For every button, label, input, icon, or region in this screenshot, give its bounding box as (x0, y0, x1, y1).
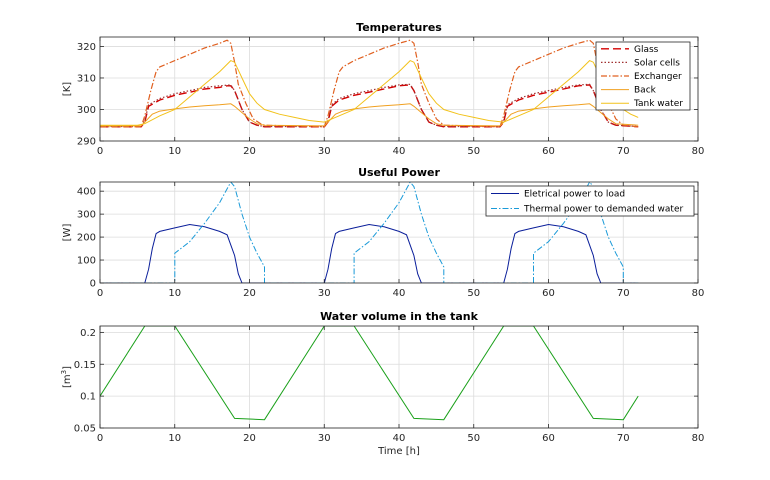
y-tick-label: 0.1 (80, 392, 96, 403)
y-tick-label: 310 (77, 73, 96, 84)
x-tick-label: 10 (168, 146, 181, 157)
y-tick-label: 0 (90, 279, 96, 290)
x-tick-label: 40 (393, 288, 406, 299)
y-tick-label: 300 (77, 105, 96, 116)
x-tick-label: 50 (467, 146, 480, 157)
y-tick-label: 0.05 (74, 424, 96, 435)
chart-title: Useful Power (358, 166, 440, 179)
temperatures-panel: 0 10 20 30 40 50 60 70 80 290 300 310 320 Temperature… (62, 21, 704, 157)
x-tick-label: 10 (168, 433, 181, 444)
x-tick-label: 40 (393, 146, 406, 157)
y-tick-label: 300 (77, 210, 96, 221)
series-line-solar-cells (100, 83, 639, 128)
legend-box (485, 185, 695, 217)
x-tick-label: 0 (97, 288, 103, 299)
x-tick-label: 70 (617, 288, 630, 299)
chart-title: Temperatures (356, 21, 442, 34)
x-tick-label: 40 (393, 433, 406, 444)
y-tick-label: 290 (77, 137, 96, 148)
legend: Eletrical power to load Thermal power to … (485, 185, 695, 217)
y-tick-label: 100 (77, 256, 96, 267)
series-line-back (100, 103, 639, 127)
x-tick-label: 0 (97, 433, 103, 444)
legend: Glass Solar cells Exchanger Back Tank water (595, 41, 691, 111)
y-tick-label: 400 (77, 187, 96, 198)
x-tick-label: 30 (318, 433, 331, 444)
series-line-tank-water (100, 60, 639, 126)
series-line-volume (100, 326, 639, 421)
legend-entry: Tank water (633, 99, 683, 109)
x-tick-label: 20 (243, 146, 256, 157)
legend-entry: Eletrical power to load (524, 190, 625, 200)
legend-box (595, 41, 691, 111)
legend-entry: Glass (634, 45, 659, 55)
x-tick-label: 70 (617, 146, 630, 157)
chart-title: Water volume in the tank (320, 310, 479, 323)
x-tick-label: 80 (692, 433, 705, 444)
x-tick-label: 70 (617, 433, 630, 444)
x-tick-label: 60 (542, 288, 555, 299)
x-tick-label: 0 (97, 146, 103, 157)
water-volume-panel: 0 10 20 30 40 50 60 70 80 0.05 0.1 0.15 0.2 Water vol… (60, 310, 704, 457)
y-tick-label: 200 (77, 233, 96, 244)
y-axis-label: [m3] (60, 366, 73, 388)
x-tick-label: 80 (692, 146, 705, 157)
x-tick-label: 10 (168, 288, 181, 299)
legend-entry: Solar cells (634, 58, 680, 68)
useful-power-panel: 0 10 20 30 40 50 60 70 80 0 100 200 300 400 Useful Pow… (62, 166, 704, 299)
y-tick-label: 0.15 (74, 360, 96, 371)
y-axis-label: [W] (62, 224, 73, 242)
x-tick-label: 20 (243, 433, 256, 444)
y-tick-label: 320 (77, 42, 96, 53)
y-axis-label: [K] (62, 82, 73, 96)
legend-entry: Thermal power to demanded water (523, 205, 684, 215)
legend-entry: Back (634, 86, 657, 96)
x-tick-label: 30 (318, 146, 331, 157)
x-tick-label: 20 (243, 288, 256, 299)
x-tick-label: 80 (692, 288, 705, 299)
series-line-eletrical-power-to-load (100, 223, 639, 283)
x-tick-label: 50 (467, 288, 480, 299)
series-line-exchanger (100, 39, 639, 128)
y-tick-label: 0.2 (80, 328, 96, 339)
series-line-thermal-power-to-demanded-water (100, 182, 639, 283)
x-axis-label: Time [h] (377, 446, 420, 457)
legend-entry: Exchanger (634, 72, 682, 82)
x-tick-label: 30 (318, 288, 331, 299)
x-tick-label: 60 (542, 433, 555, 444)
x-tick-label: 60 (542, 146, 555, 157)
x-tick-label: 50 (467, 433, 480, 444)
